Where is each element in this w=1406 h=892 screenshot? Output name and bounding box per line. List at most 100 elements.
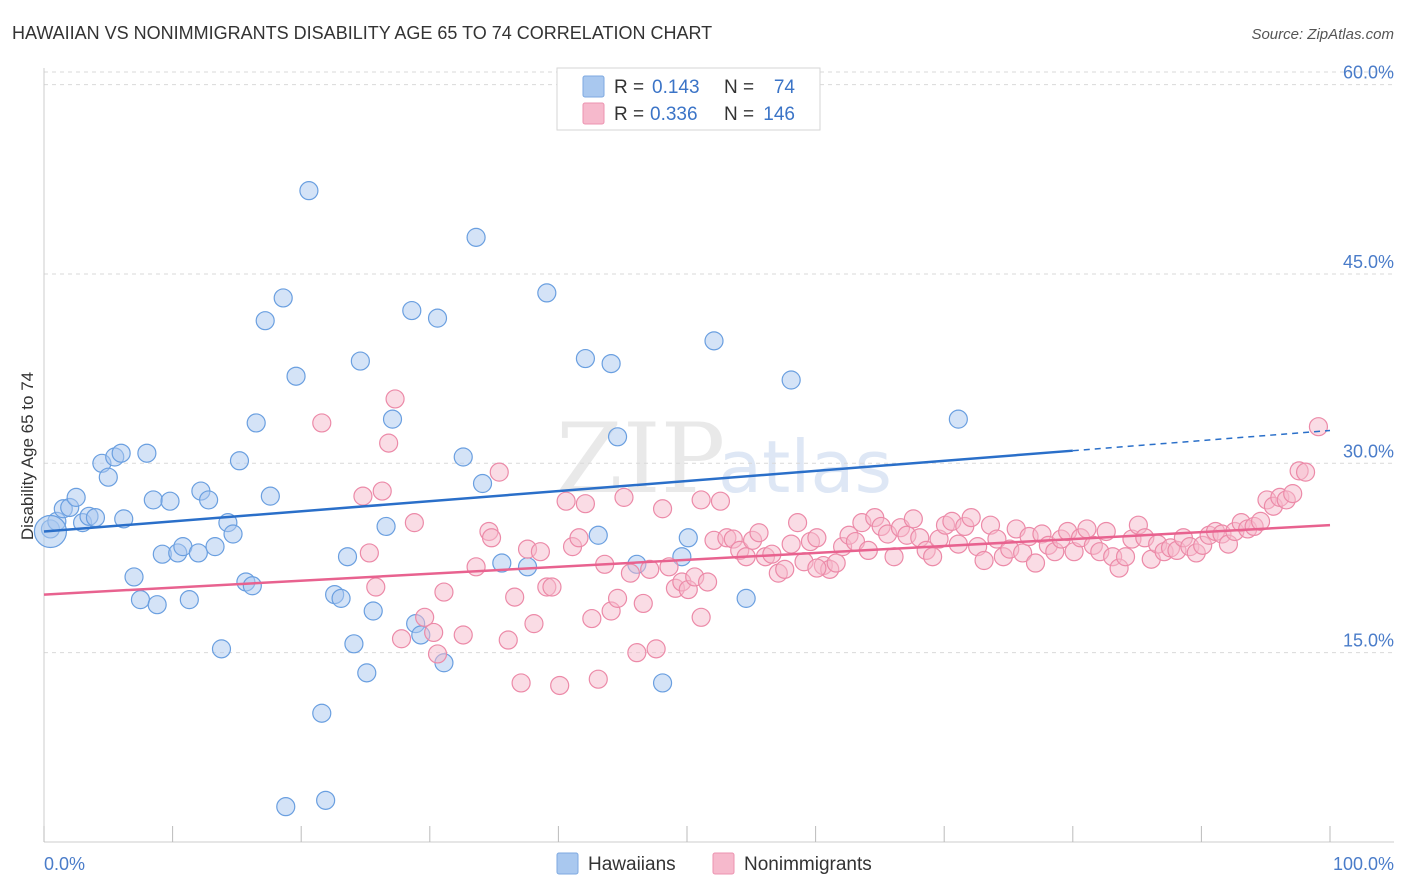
data-point [652,673,673,693]
legend-swatch-hawaiians [582,75,605,98]
data-point [569,528,589,548]
data-point [691,490,711,510]
grid-lines [44,71,1394,654]
bottom-legend-label-hawaiians: Hawaiians [588,854,676,875]
data-point [775,559,795,579]
data-point [607,427,628,447]
data-point [312,703,332,723]
axes [43,68,1394,843]
bottom-legend: Hawaiians Nonimmigrants [556,852,872,875]
data-point [923,547,943,567]
data-point [350,351,370,371]
data-point [1295,462,1316,482]
data-point [404,513,424,533]
data-point [344,634,364,654]
data-point [588,669,608,689]
data-point [627,643,647,663]
data-point [205,537,225,557]
data-point [582,608,602,629]
data-point [974,550,994,571]
data-point [111,443,131,463]
series-nonimmigrants [312,389,1329,696]
data-point [179,590,199,610]
data-point [646,639,666,659]
y-tick-label-2: 45.0% [1343,252,1394,272]
legend-r-label-2: R = [614,104,644,125]
data-point [359,543,379,563]
data-point [542,577,562,597]
data-point [130,590,151,610]
bottom-legend-label-nonimmigrants: Nonimmigrants [744,854,872,875]
data-point [391,629,412,649]
data-point [826,553,846,573]
data-point [276,797,296,817]
trend-lines [43,429,1331,596]
data-point [382,409,403,429]
data-point [98,467,118,487]
data-point [556,491,576,511]
data-point [710,491,731,511]
data-point [299,181,319,201]
data-point [530,542,550,562]
data-point [427,644,448,664]
chart-source: Source: ZipAtlas.com [1251,26,1394,43]
data-point [749,523,769,543]
data-point [147,595,167,615]
data-point [492,553,512,573]
data-point [199,490,219,510]
data-point [466,557,486,577]
data-point [489,462,509,482]
data-point [85,507,106,528]
data-point [379,433,399,453]
data-point [781,370,801,390]
data-point [434,582,454,602]
data-point [472,473,493,494]
data-point [781,534,801,554]
data-point [511,673,531,693]
data-point [1283,484,1303,504]
data-point [143,490,163,510]
data-point [376,516,396,537]
legend-r-value-2: 0.336 [650,104,698,125]
data-point [517,557,538,577]
y-tick-label-0: 15.0% [1343,631,1394,651]
data-point [1115,547,1136,567]
data-point [903,509,923,529]
legend-n-label-2: N = [724,104,754,125]
data-point [704,331,724,351]
legend-swatch-nonimmigrants [582,102,605,125]
bottom-legend-swatch-hawaiians [556,852,579,875]
data-point [807,558,827,578]
data-point [678,528,698,548]
data-point [505,587,525,607]
data-point [402,300,422,321]
data-point [524,614,544,634]
data-point [807,528,827,548]
legend-r-value-1: 0.143 [652,77,700,98]
data-point [137,443,157,463]
data-point [787,513,808,533]
data-point [246,413,266,433]
data-point [697,572,718,592]
legend-n-value-2: 146 [763,104,795,125]
data-point [884,547,904,567]
x-tick-labels: 0.0% 100.0% [44,854,1394,874]
y-axis-label: Disability Age 65 to 74 [18,372,37,540]
data-point [211,639,232,659]
data-point [652,499,673,519]
data-point [691,607,711,627]
data-point [312,413,332,433]
y-tick-labels: 15.0% 30.0% 45.0% 60.0% [1343,63,1394,651]
legend: R = 0.143 N = 74 R = 0.336 N = 146 [556,67,821,131]
data-point [588,525,608,545]
data-point [1013,543,1033,563]
legend-n-value-1: 74 [774,77,796,98]
data-point [260,486,280,506]
data-point [372,481,392,501]
data-point [948,409,968,429]
y-tick-label-1: 30.0% [1343,441,1394,461]
chart-title: HAWAIIAN VS NONIMMIGRANTS DISABILITY AGE… [12,23,712,43]
data-point [316,790,336,810]
data-point [1077,519,1097,539]
data-point [223,524,243,544]
